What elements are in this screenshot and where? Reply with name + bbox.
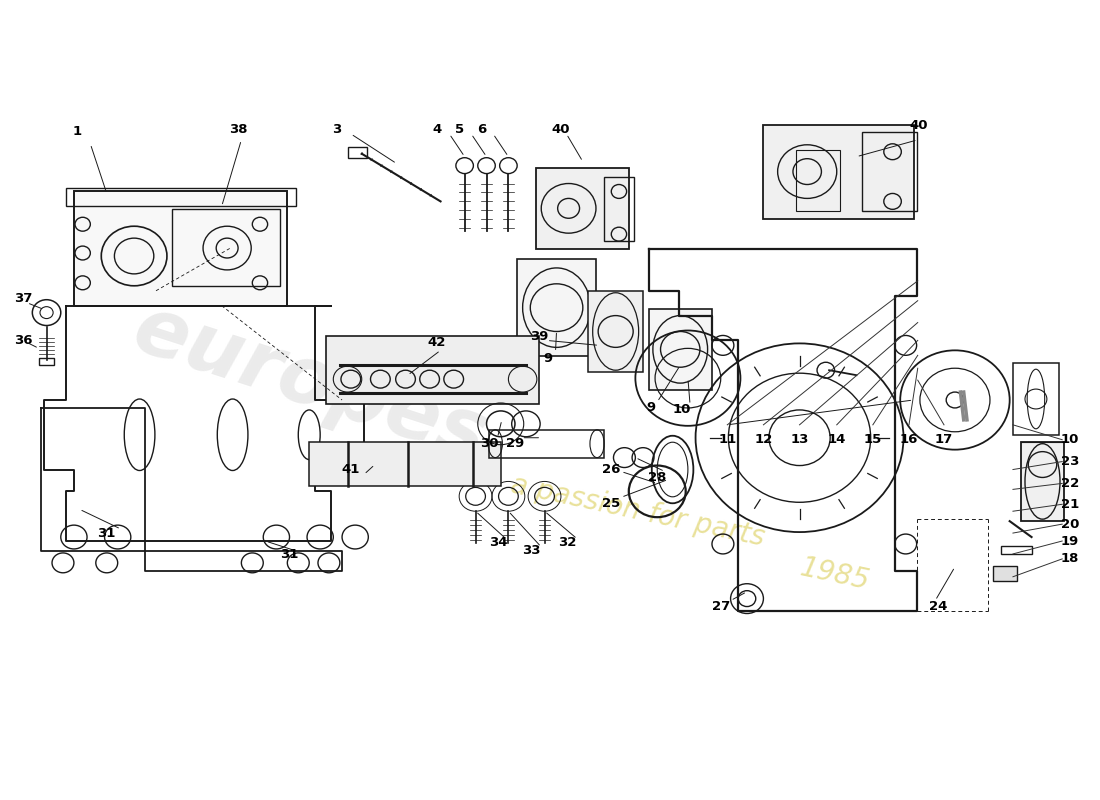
Text: 6: 6 bbox=[477, 123, 487, 136]
Bar bbox=[588, 290, 643, 372]
Text: 17: 17 bbox=[935, 434, 953, 446]
Text: 34: 34 bbox=[490, 537, 508, 550]
Text: 33: 33 bbox=[522, 545, 540, 558]
Bar bbox=[1013, 363, 1059, 434]
Text: 10: 10 bbox=[672, 403, 691, 417]
Text: 27: 27 bbox=[712, 600, 730, 613]
Text: 26: 26 bbox=[602, 463, 620, 476]
Text: 10: 10 bbox=[1060, 434, 1079, 446]
Text: a passion for parts: a passion for parts bbox=[508, 470, 767, 552]
Text: 40: 40 bbox=[552, 123, 570, 136]
Text: 41: 41 bbox=[342, 463, 360, 476]
Text: 42: 42 bbox=[427, 336, 446, 349]
Bar bbox=[66, 189, 296, 206]
Text: 9: 9 bbox=[543, 352, 552, 365]
Text: 20: 20 bbox=[1060, 518, 1079, 530]
Text: 4: 4 bbox=[432, 123, 442, 136]
Bar bbox=[309, 442, 500, 486]
Text: 3: 3 bbox=[332, 123, 341, 136]
Bar bbox=[348, 146, 367, 158]
Text: 18: 18 bbox=[1060, 552, 1079, 566]
Text: 1985: 1985 bbox=[798, 554, 872, 596]
Text: 22: 22 bbox=[1060, 477, 1079, 490]
Text: 29: 29 bbox=[506, 437, 524, 450]
Text: 9: 9 bbox=[646, 402, 656, 414]
Text: 11: 11 bbox=[718, 434, 736, 446]
Text: 37: 37 bbox=[14, 292, 33, 306]
Text: 16: 16 bbox=[900, 434, 918, 446]
Bar bbox=[862, 132, 916, 211]
Text: 15: 15 bbox=[864, 434, 882, 446]
Bar bbox=[604, 177, 635, 241]
Bar bbox=[39, 358, 54, 366]
Text: 31: 31 bbox=[98, 526, 116, 539]
Text: 30: 30 bbox=[481, 437, 499, 450]
Text: 23: 23 bbox=[1060, 455, 1079, 468]
Text: 14: 14 bbox=[827, 434, 846, 446]
Text: 31: 31 bbox=[280, 549, 299, 562]
Text: 25: 25 bbox=[602, 497, 620, 510]
Text: 1: 1 bbox=[73, 126, 81, 138]
Text: 19: 19 bbox=[1060, 534, 1079, 547]
Bar bbox=[173, 210, 279, 286]
Bar bbox=[796, 150, 840, 211]
Text: 36: 36 bbox=[14, 334, 33, 347]
Bar bbox=[517, 259, 596, 356]
Text: 39: 39 bbox=[530, 330, 548, 343]
Bar bbox=[326, 337, 539, 404]
Text: 12: 12 bbox=[755, 434, 772, 446]
Text: 40: 40 bbox=[910, 119, 928, 133]
Bar bbox=[763, 125, 914, 219]
Text: 38: 38 bbox=[229, 123, 248, 136]
Bar bbox=[488, 430, 604, 458]
Bar bbox=[1021, 442, 1065, 521]
Bar bbox=[649, 309, 712, 390]
Bar bbox=[536, 168, 629, 249]
Text: 32: 32 bbox=[559, 537, 576, 550]
Bar bbox=[74, 191, 287, 306]
Text: 5: 5 bbox=[454, 123, 464, 136]
Text: europes: europes bbox=[123, 290, 496, 478]
Bar bbox=[1001, 546, 1032, 554]
Bar bbox=[993, 566, 1018, 581]
Text: 21: 21 bbox=[1060, 498, 1079, 510]
Text: 13: 13 bbox=[790, 434, 808, 446]
Text: 28: 28 bbox=[648, 471, 667, 484]
Text: 24: 24 bbox=[930, 600, 948, 613]
